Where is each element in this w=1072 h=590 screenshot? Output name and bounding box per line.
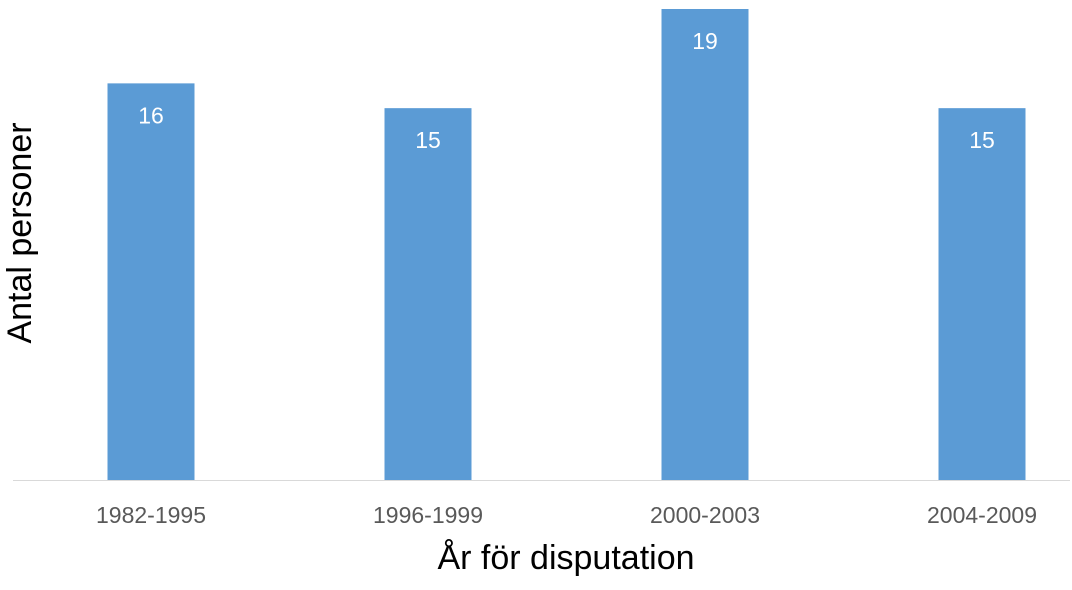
y-axis-title: Antal personer — [1, 122, 39, 343]
bar — [384, 108, 472, 480]
x-tick-label: 2004-2009 — [927, 502, 1037, 528]
value-label: 19 — [692, 28, 718, 54]
x-tick-label: 1996-1999 — [373, 502, 483, 528]
bar — [938, 108, 1026, 480]
value-label: 16 — [138, 102, 164, 128]
value-label: 15 — [415, 127, 441, 153]
x-tick-label: 2000-2003 — [650, 502, 760, 528]
value-label: 15 — [969, 127, 995, 153]
bar — [661, 9, 749, 480]
x-tick-label: 1982-1995 — [96, 502, 206, 528]
bar — [107, 83, 195, 481]
x-axis-title: År för disputation — [437, 539, 694, 577]
